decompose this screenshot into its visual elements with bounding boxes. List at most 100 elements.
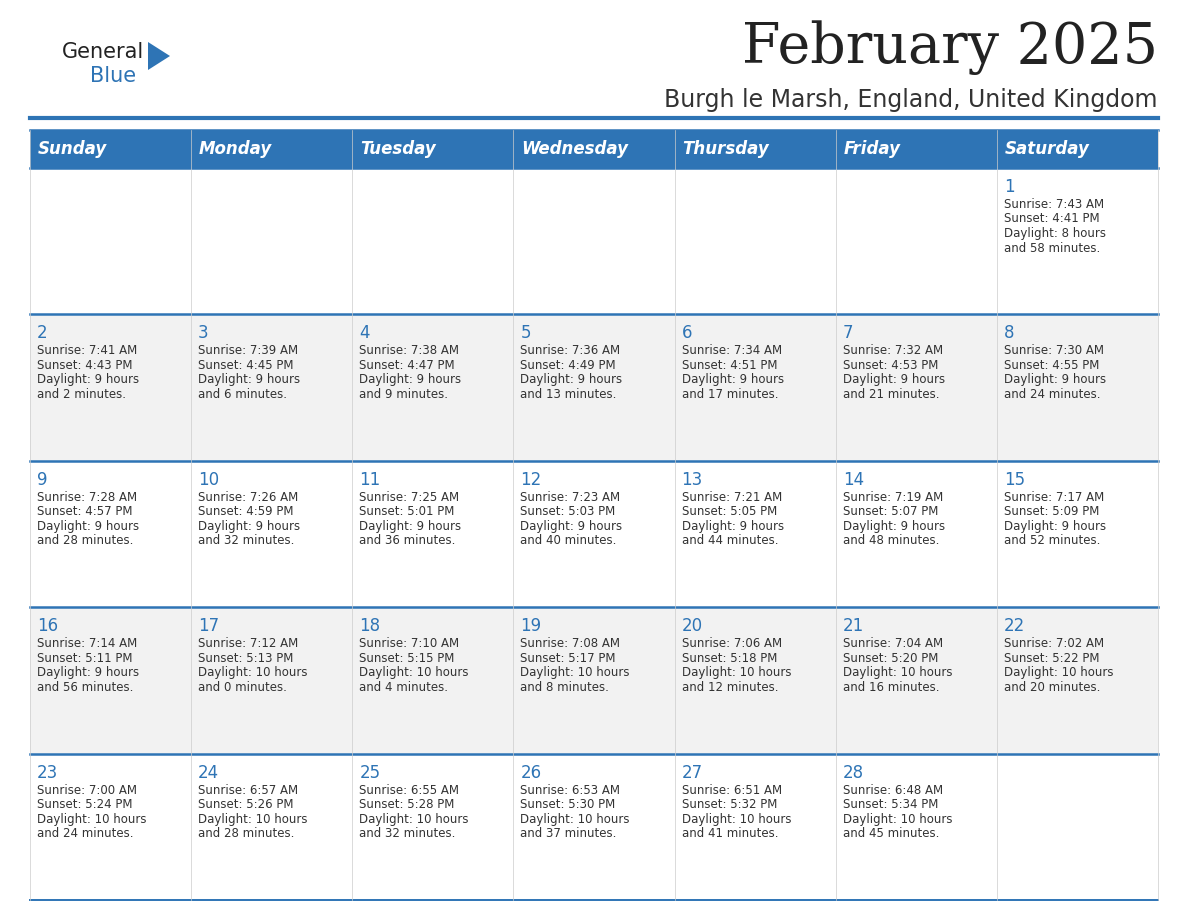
Bar <box>513 168 675 314</box>
Text: Wednesday: Wednesday <box>522 140 628 158</box>
Text: Sunset: 5:20 PM: Sunset: 5:20 PM <box>842 652 939 665</box>
Text: Sunset: 5:11 PM: Sunset: 5:11 PM <box>37 652 133 665</box>
Text: 23: 23 <box>37 764 58 781</box>
Text: 8: 8 <box>1004 324 1015 342</box>
Bar <box>353 130 513 168</box>
Text: Sunrise: 7:34 AM: Sunrise: 7:34 AM <box>682 344 782 357</box>
Text: Daylight: 9 hours: Daylight: 9 hours <box>1004 520 1106 532</box>
Text: Daylight: 9 hours: Daylight: 9 hours <box>359 520 461 532</box>
Text: and 52 minutes.: and 52 minutes. <box>1004 534 1100 547</box>
Text: Daylight: 9 hours: Daylight: 9 hours <box>37 374 139 386</box>
Text: Sunrise: 6:53 AM: Sunrise: 6:53 AM <box>520 784 620 797</box>
Text: Sunset: 5:18 PM: Sunset: 5:18 PM <box>682 652 777 665</box>
Bar <box>513 130 675 168</box>
Text: 24: 24 <box>198 764 220 781</box>
Text: and 20 minutes.: and 20 minutes. <box>1004 681 1100 694</box>
Text: Daylight: 10 hours: Daylight: 10 hours <box>198 812 308 825</box>
Text: and 56 minutes.: and 56 minutes. <box>37 681 133 694</box>
Text: 25: 25 <box>359 764 380 781</box>
Bar <box>353 754 513 900</box>
Bar <box>513 754 675 900</box>
Text: 11: 11 <box>359 471 380 488</box>
Bar <box>191 607 353 754</box>
Text: and 2 minutes.: and 2 minutes. <box>37 388 126 401</box>
Text: Sunrise: 6:55 AM: Sunrise: 6:55 AM <box>359 784 460 797</box>
Text: 1: 1 <box>1004 178 1015 196</box>
Text: Sunrise: 7:08 AM: Sunrise: 7:08 AM <box>520 637 620 650</box>
Text: Sunrise: 7:14 AM: Sunrise: 7:14 AM <box>37 637 138 650</box>
Text: 17: 17 <box>198 617 220 635</box>
Bar <box>353 461 513 607</box>
Text: and 48 minutes.: and 48 minutes. <box>842 534 939 547</box>
Text: and 37 minutes.: and 37 minutes. <box>520 827 617 840</box>
Text: and 32 minutes.: and 32 minutes. <box>359 827 456 840</box>
Text: Sunrise: 7:28 AM: Sunrise: 7:28 AM <box>37 491 137 504</box>
Bar <box>513 314 675 461</box>
Text: Sunset: 5:30 PM: Sunset: 5:30 PM <box>520 798 615 812</box>
Text: Sunset: 5:09 PM: Sunset: 5:09 PM <box>1004 505 1099 519</box>
Bar <box>997 754 1158 900</box>
Bar <box>30 461 191 607</box>
Text: Sunrise: 7:10 AM: Sunrise: 7:10 AM <box>359 637 460 650</box>
Text: Daylight: 10 hours: Daylight: 10 hours <box>198 666 308 679</box>
Text: Sunset: 4:57 PM: Sunset: 4:57 PM <box>37 505 133 519</box>
Bar <box>997 461 1158 607</box>
Text: and 6 minutes.: and 6 minutes. <box>198 388 287 401</box>
Text: 3: 3 <box>198 324 209 342</box>
Text: 10: 10 <box>198 471 220 488</box>
Text: and 17 minutes.: and 17 minutes. <box>682 388 778 401</box>
Text: Sunset: 5:03 PM: Sunset: 5:03 PM <box>520 505 615 519</box>
Text: Saturday: Saturday <box>1005 140 1089 158</box>
Text: 12: 12 <box>520 471 542 488</box>
Text: and 0 minutes.: and 0 minutes. <box>198 681 287 694</box>
Text: Sunset: 4:43 PM: Sunset: 4:43 PM <box>37 359 133 372</box>
Text: Daylight: 9 hours: Daylight: 9 hours <box>198 374 301 386</box>
Text: and 58 minutes.: and 58 minutes. <box>1004 241 1100 254</box>
Text: and 36 minutes.: and 36 minutes. <box>359 534 456 547</box>
Text: Sunset: 4:51 PM: Sunset: 4:51 PM <box>682 359 777 372</box>
Bar <box>353 314 513 461</box>
Text: Sunrise: 7:17 AM: Sunrise: 7:17 AM <box>1004 491 1104 504</box>
Bar <box>835 130 997 168</box>
Text: Daylight: 10 hours: Daylight: 10 hours <box>37 812 146 825</box>
Text: and 28 minutes.: and 28 minutes. <box>198 827 295 840</box>
Text: Sunrise: 7:21 AM: Sunrise: 7:21 AM <box>682 491 782 504</box>
Text: Sunset: 5:34 PM: Sunset: 5:34 PM <box>842 798 939 812</box>
Text: Sunrise: 7:06 AM: Sunrise: 7:06 AM <box>682 637 782 650</box>
Bar <box>675 754 835 900</box>
Text: Sunrise: 7:23 AM: Sunrise: 7:23 AM <box>520 491 620 504</box>
Text: 9: 9 <box>37 471 48 488</box>
Text: Daylight: 10 hours: Daylight: 10 hours <box>842 666 953 679</box>
Text: Daylight: 10 hours: Daylight: 10 hours <box>682 812 791 825</box>
Text: 2: 2 <box>37 324 48 342</box>
Text: Thursday: Thursday <box>683 140 770 158</box>
Text: Daylight: 9 hours: Daylight: 9 hours <box>682 520 784 532</box>
Text: Sunset: 5:32 PM: Sunset: 5:32 PM <box>682 798 777 812</box>
Bar <box>513 607 675 754</box>
Bar <box>191 754 353 900</box>
Bar <box>997 607 1158 754</box>
Text: and 12 minutes.: and 12 minutes. <box>682 681 778 694</box>
Text: Sunrise: 7:12 AM: Sunrise: 7:12 AM <box>198 637 298 650</box>
Text: and 13 minutes.: and 13 minutes. <box>520 388 617 401</box>
Text: Sunrise: 7:38 AM: Sunrise: 7:38 AM <box>359 344 460 357</box>
Text: Sunday: Sunday <box>38 140 107 158</box>
Text: Sunset: 5:15 PM: Sunset: 5:15 PM <box>359 652 455 665</box>
Text: and 21 minutes.: and 21 minutes. <box>842 388 940 401</box>
Bar <box>675 130 835 168</box>
Text: Sunset: 4:49 PM: Sunset: 4:49 PM <box>520 359 617 372</box>
Bar <box>997 130 1158 168</box>
Text: Daylight: 9 hours: Daylight: 9 hours <box>842 374 944 386</box>
Bar <box>191 314 353 461</box>
Bar <box>675 607 835 754</box>
Text: Sunrise: 6:57 AM: Sunrise: 6:57 AM <box>198 784 298 797</box>
Text: Sunset: 4:53 PM: Sunset: 4:53 PM <box>842 359 939 372</box>
Bar <box>675 314 835 461</box>
Text: Sunset: 4:47 PM: Sunset: 4:47 PM <box>359 359 455 372</box>
Text: Sunset: 5:01 PM: Sunset: 5:01 PM <box>359 505 455 519</box>
Text: and 8 minutes.: and 8 minutes. <box>520 681 609 694</box>
Text: Daylight: 9 hours: Daylight: 9 hours <box>1004 374 1106 386</box>
Bar <box>191 461 353 607</box>
Text: 7: 7 <box>842 324 853 342</box>
Text: Sunset: 5:17 PM: Sunset: 5:17 PM <box>520 652 615 665</box>
